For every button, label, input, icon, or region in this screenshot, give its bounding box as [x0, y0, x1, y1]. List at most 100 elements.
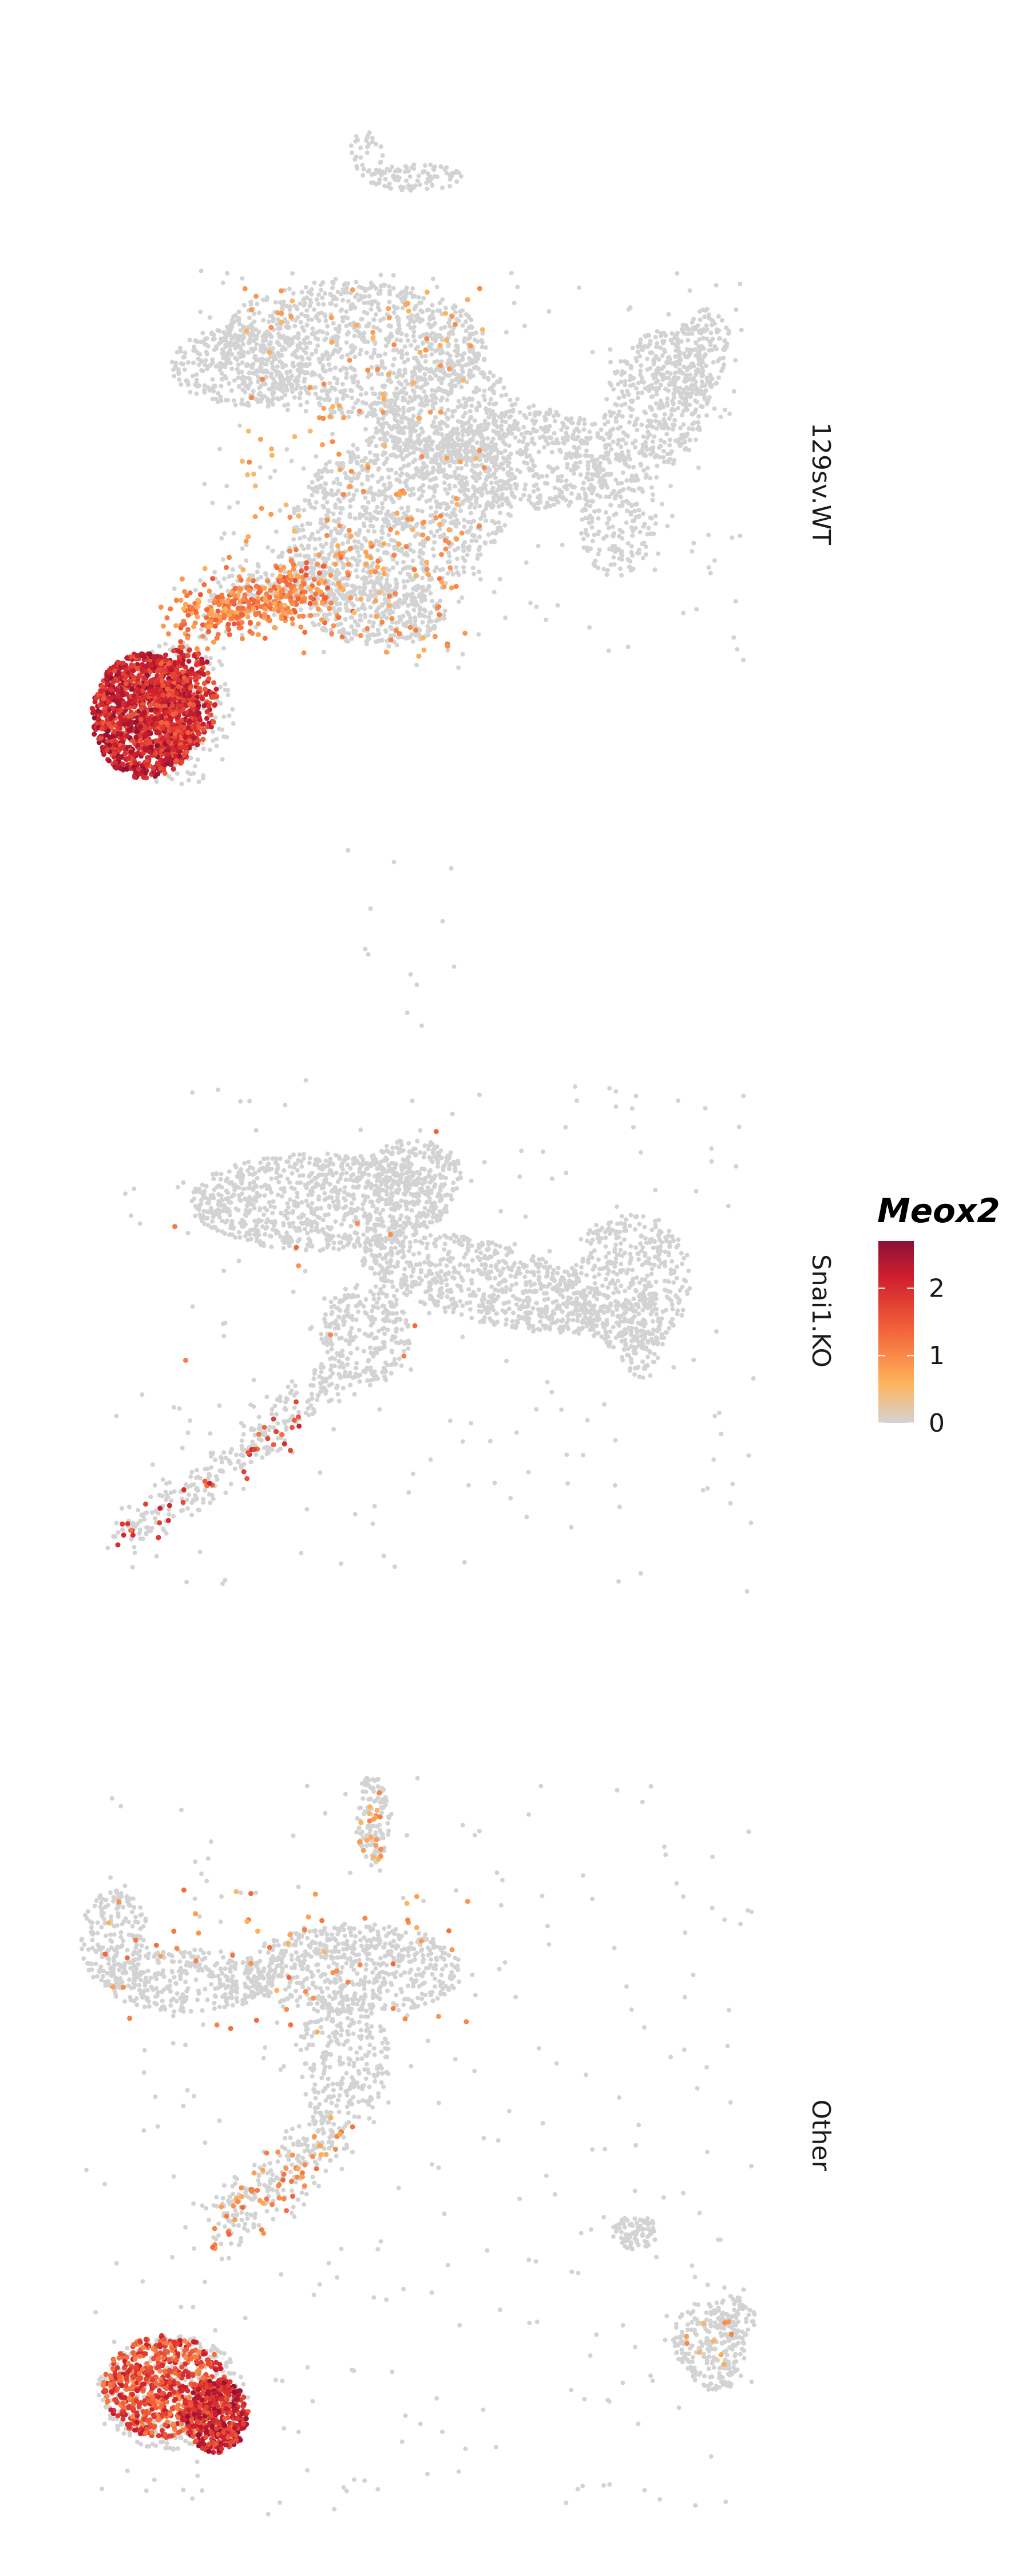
cell-point — [348, 456, 354, 461]
cell-point — [422, 614, 427, 619]
cell-point — [230, 567, 235, 572]
cell-point — [424, 499, 429, 504]
cell-point — [499, 393, 504, 398]
cell-point — [678, 425, 683, 430]
cell-point — [223, 682, 228, 687]
cell-point — [481, 486, 486, 491]
cell-point — [466, 373, 472, 378]
cell-point — [638, 372, 643, 377]
cell-point — [401, 441, 406, 447]
cell-point — [472, 469, 477, 475]
cell-point — [468, 409, 473, 414]
cell-point — [449, 500, 454, 505]
cell-point — [314, 297, 319, 302]
cell-point — [535, 500, 540, 505]
cell-point — [472, 353, 477, 358]
cell-point — [459, 466, 464, 471]
cell-point — [419, 300, 423, 305]
cell-point — [470, 566, 476, 571]
cell-point — [261, 350, 266, 355]
cell-point — [515, 467, 520, 472]
cell-point — [668, 484, 673, 489]
cell-point — [391, 286, 396, 291]
cell-point — [395, 316, 401, 321]
cell-point — [513, 401, 518, 406]
cell-point — [503, 412, 508, 417]
cell-point — [369, 614, 374, 619]
cell-point — [497, 436, 502, 441]
cell-point — [403, 289, 409, 293]
cell-point — [687, 437, 692, 442]
cell-point — [528, 600, 533, 606]
cell-point — [577, 453, 583, 459]
cell-point — [431, 393, 437, 398]
cell-point — [620, 503, 625, 508]
cell-point — [421, 489, 426, 494]
cell-point — [431, 465, 436, 471]
cell-point — [649, 485, 654, 490]
cell-point — [681, 610, 686, 615]
cell-point — [403, 378, 409, 384]
cell-point — [528, 412, 533, 416]
cell-point — [435, 308, 441, 313]
cell-point — [431, 533, 437, 538]
cell-point — [453, 349, 458, 353]
cell-point — [194, 391, 199, 396]
cell-point — [328, 529, 334, 534]
cell-point — [470, 474, 476, 479]
cell-point — [588, 504, 593, 509]
cell-point — [501, 385, 506, 390]
cell-point — [690, 412, 695, 417]
cell-point — [309, 292, 314, 297]
cell-point — [283, 363, 288, 368]
cell-point — [236, 384, 241, 389]
cell-point — [320, 295, 325, 301]
cell-point — [637, 451, 642, 456]
cell-point — [536, 543, 541, 548]
cell-point — [472, 418, 477, 423]
cell-point — [462, 448, 468, 453]
cell-point — [323, 490, 328, 495]
cell-point — [631, 465, 636, 469]
cell-point — [504, 330, 509, 335]
cell-point — [451, 368, 457, 373]
cell-point — [354, 586, 359, 591]
cell-point — [346, 330, 351, 335]
cell-point — [572, 467, 577, 472]
cell-point — [668, 359, 672, 365]
cell-point — [638, 368, 643, 373]
cell-point — [306, 555, 311, 560]
cell-point — [405, 572, 410, 577]
cell-point — [582, 417, 587, 422]
cell-point — [346, 299, 351, 304]
cell-point — [575, 447, 580, 452]
cell-point — [253, 355, 258, 360]
cell-point — [216, 726, 221, 732]
cell-point — [377, 180, 382, 185]
cell-point — [710, 376, 715, 381]
cell-point — [624, 520, 629, 526]
cell-point — [423, 597, 427, 602]
cell-point — [284, 447, 290, 452]
cell-point — [643, 552, 648, 557]
cell-point — [364, 350, 369, 355]
cell-point — [512, 418, 517, 424]
cell-point — [579, 531, 584, 536]
cell-point — [360, 513, 365, 518]
cell-point — [450, 450, 455, 455]
cell-point — [355, 380, 360, 385]
cell-point — [302, 341, 307, 346]
cell-point — [394, 347, 399, 352]
cell-point — [454, 556, 459, 562]
cell-point — [452, 363, 457, 368]
cell-point — [661, 364, 666, 369]
cell-point — [207, 315, 212, 320]
cell-point — [598, 494, 603, 499]
cell-point — [224, 376, 229, 381]
cell-point — [425, 402, 430, 407]
cell-point — [653, 372, 659, 377]
cell-point — [320, 544, 326, 550]
cell-point — [493, 457, 498, 462]
cell-point — [685, 347, 690, 352]
cell-point — [431, 315, 436, 321]
